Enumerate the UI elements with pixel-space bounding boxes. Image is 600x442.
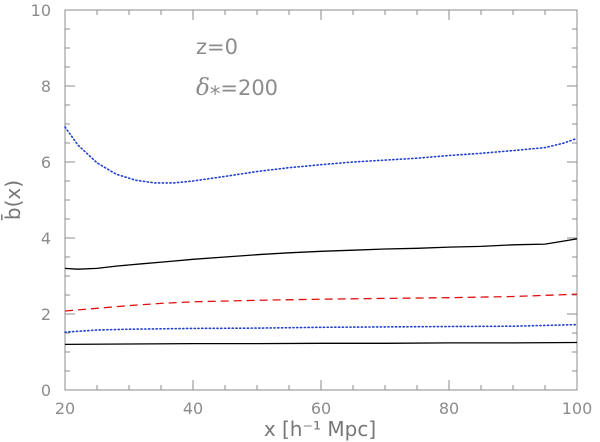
series-line-4 [64, 323, 578, 334]
y-tick-label: 0 [41, 381, 51, 400]
x-tick-label: 60 [311, 399, 331, 418]
y-tick-label: 10 [31, 1, 51, 20]
series-line-5 [64, 341, 578, 346]
axis-ticks [64, 9, 578, 391]
x-tick-label: 80 [439, 399, 459, 418]
x-tick-label: 100 [562, 399, 593, 418]
x-tick-label: 20 [55, 399, 75, 418]
x-axis-label: x [h⁻¹ Mpc] [264, 417, 376, 441]
y-axis-label: b̄(x) [0, 180, 25, 220]
x-tick-label: 40 [183, 399, 203, 418]
y-tick-label: 4 [41, 229, 51, 248]
annotation-threshold: δ*=200 [196, 75, 278, 106]
tick-labels: 20 40 60 80 100 0 2 4 6 8 10 [31, 1, 593, 418]
annotation-redshift: z=0 [196, 35, 238, 59]
series-line-1 [64, 126, 578, 184]
series-line-2 [64, 238, 578, 270]
y-tick-label: 6 [41, 153, 51, 172]
y-tick-label: 8 [41, 77, 51, 96]
annotation-threshold-value: =200 [220, 76, 278, 100]
plot-frame [64, 9, 578, 391]
y-tick-label: 2 [41, 305, 51, 324]
annotation-threshold-symbol: δ [196, 75, 210, 101]
series-line-3 [64, 293, 578, 312]
annotation-threshold-sub: * [210, 82, 221, 106]
data-series [64, 126, 578, 346]
